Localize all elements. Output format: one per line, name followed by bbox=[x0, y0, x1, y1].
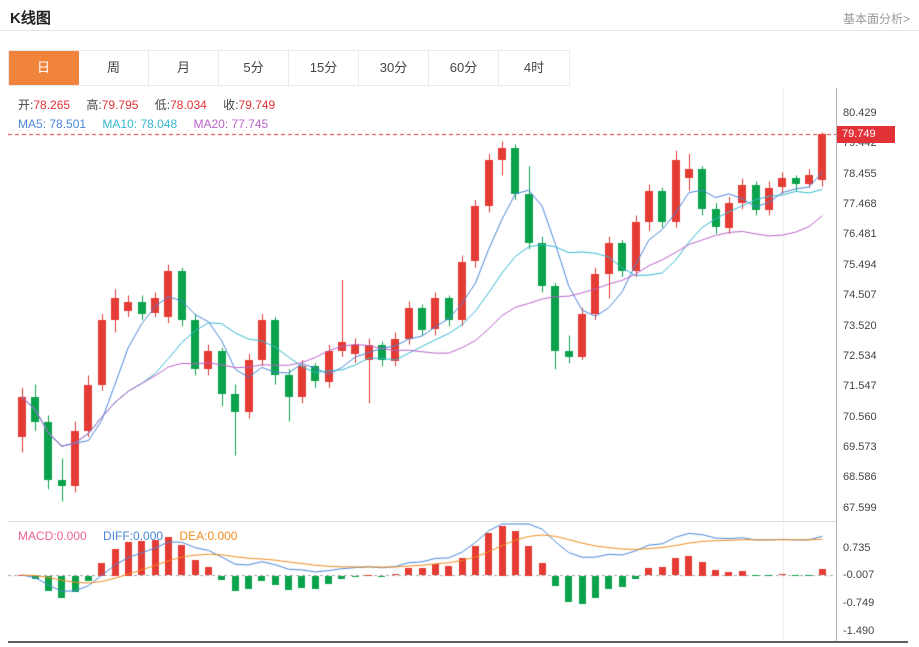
close-label: 收: bbox=[223, 98, 239, 112]
y-axis-label: 73.520 bbox=[843, 320, 877, 332]
ma-legend: MA5: 78.501 MA10: 78.048 MA20: 77.745 bbox=[18, 117, 281, 131]
high-label: 高: bbox=[86, 98, 102, 112]
ma10-value: 78.048 bbox=[140, 117, 178, 131]
y-axis-label: -0.749 bbox=[843, 597, 875, 609]
ohlc-legend: 开:78.265 高:79.795 低:78.034 收:79.749 bbox=[18, 96, 288, 113]
tab-4时[interactable]: 4时 bbox=[499, 51, 569, 85]
y-axis-label: 68.586 bbox=[843, 471, 877, 483]
y-axis-label: 80.429 bbox=[843, 107, 877, 119]
macd-chart-canvas[interactable] bbox=[8, 523, 836, 641]
tab-60分[interactable]: 60分 bbox=[429, 51, 499, 85]
y-axis-label: 71.547 bbox=[843, 380, 877, 392]
y-axis-label: 75.494 bbox=[843, 259, 877, 271]
panel-divider bbox=[8, 521, 836, 522]
y-axis-label: 76.481 bbox=[843, 228, 877, 240]
tab-5分[interactable]: 5分 bbox=[219, 51, 289, 85]
fundamental-analysis-link[interactable]: 基本面分析> bbox=[842, 12, 910, 26]
y-axis-label: 72.534 bbox=[843, 350, 877, 362]
low-label: 低: bbox=[154, 98, 171, 112]
y-axis-label: 78.455 bbox=[843, 168, 877, 180]
page-title: K线图 bbox=[10, 10, 51, 27]
axis-divider bbox=[836, 88, 837, 641]
open-value: 78.265 bbox=[33, 98, 71, 112]
y-axis-label: 0.735 bbox=[843, 542, 871, 554]
y-axis-label: 77.468 bbox=[843, 198, 877, 210]
tab-月[interactable]: 月 bbox=[149, 51, 219, 85]
ma20-label: MA20: bbox=[193, 117, 229, 131]
close-value: 79.749 bbox=[238, 98, 276, 112]
dea-label: DEA: bbox=[179, 529, 208, 543]
y-axis-label: -0.007 bbox=[843, 569, 875, 581]
chart-area: 80.429 79.442 78.455 77.468 76.481 75.494 74.5… bbox=[0, 88, 919, 647]
y-axis-label: 70.560 bbox=[843, 411, 877, 423]
bottom-divider bbox=[8, 641, 908, 643]
header-divider bbox=[0, 30, 919, 31]
macd-value: 0.000 bbox=[56, 529, 87, 543]
tab-日[interactable]: 日 bbox=[9, 51, 79, 85]
period-tabs: 日周月 5分 15分 30分 60分 4时 bbox=[8, 50, 570, 86]
dea-value: 0.000 bbox=[207, 529, 238, 543]
macd-y-axis: 0.735 -0.007 -0.749 -1.490 bbox=[838, 523, 918, 641]
diff-label: DIFF: bbox=[103, 529, 134, 543]
tab-30分[interactable]: 30分 bbox=[359, 51, 429, 85]
ma20-value: 77.745 bbox=[231, 117, 269, 131]
tab-15分[interactable]: 15分 bbox=[289, 51, 359, 85]
y-axis-label: 69.573 bbox=[843, 441, 877, 453]
macd-legend: MACD:0.000 DIFF:0.000 DEA:0.000 bbox=[18, 529, 250, 543]
diff-value: 0.000 bbox=[133, 529, 164, 543]
open-label: 开: bbox=[18, 98, 34, 112]
ma10-label: MA10: bbox=[102, 117, 138, 131]
low-value: 78.034 bbox=[170, 98, 207, 112]
ma5-label: MA5: bbox=[18, 117, 47, 131]
y-axis-label: -1.490 bbox=[843, 625, 875, 637]
tab-周[interactable]: 周 bbox=[79, 51, 149, 85]
y-axis-label: 67.599 bbox=[843, 502, 877, 514]
y-axis-label: 74.507 bbox=[843, 289, 877, 301]
candlestick-chart-canvas[interactable] bbox=[8, 88, 836, 521]
high-value: 79.795 bbox=[101, 98, 139, 112]
main-y-axis: 80.429 79.442 78.455 77.468 76.481 75.494 74.5… bbox=[838, 88, 918, 521]
current-price-tag: 79.749 bbox=[837, 126, 895, 143]
macd-label: MACD: bbox=[18, 529, 57, 543]
ma5-value: 78.501 bbox=[49, 117, 87, 131]
